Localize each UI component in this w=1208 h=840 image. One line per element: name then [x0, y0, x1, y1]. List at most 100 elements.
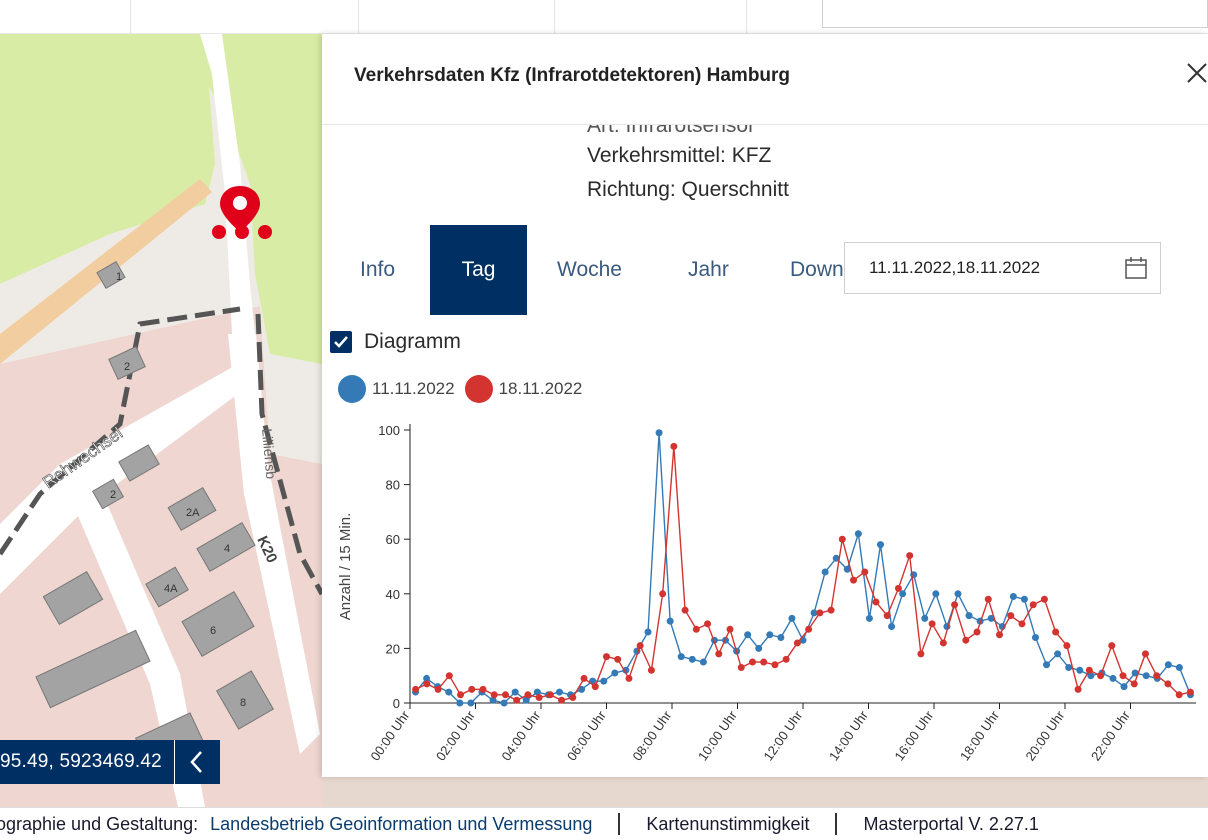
- diagram-toggle[interactable]: Diagramm: [330, 330, 461, 354]
- series-2-point: [457, 691, 465, 699]
- series-2-point: [715, 650, 723, 658]
- series-2-point: [906, 552, 914, 560]
- series-2-point: [434, 685, 442, 693]
- series-1-segment: [913, 574, 926, 619]
- traffic-chart: 0 20 40 60 80 100 Anzahl / 15 Min. 00:00 Uhr 02:…: [337, 423, 1196, 764]
- house-number: 6: [210, 625, 216, 637]
- series-2-point: [659, 590, 667, 598]
- series-1-point: [766, 631, 774, 639]
- legend-dot-series-1: [338, 375, 366, 403]
- series-2-point: [726, 625, 734, 633]
- series-2-segment: [673, 446, 686, 611]
- y-tick-label: 20: [386, 641, 400, 656]
- tab-download[interactable]: Down: [790, 258, 844, 281]
- series-2-segment: [1133, 653, 1147, 685]
- footer: ographie und Gestaltung: Landesbetrieb G…: [0, 807, 1208, 840]
- series-1-point: [755, 644, 763, 652]
- series-2-segment: [886, 588, 900, 616]
- x-tick-label: 08:00 Uhr: [629, 708, 674, 764]
- x-tick-label: 04:00 Uhr: [498, 708, 543, 764]
- series-2-point: [928, 620, 936, 628]
- series-1-point: [888, 623, 896, 631]
- series-2-point: [1153, 672, 1161, 680]
- series-2-segment: [908, 555, 922, 654]
- series-2-point: [1040, 595, 1048, 603]
- series-2-segment: [594, 656, 608, 687]
- x-tick-label: 06:00 Uhr: [564, 708, 609, 764]
- calendar-icon[interactable]: [1124, 256, 1148, 280]
- series-2-point: [423, 680, 431, 688]
- house-number: 1: [116, 271, 122, 283]
- series-1-point: [677, 653, 685, 661]
- series-1-point: [423, 674, 431, 682]
- legend-item-series-1[interactable]: 11.11.2022: [338, 375, 455, 403]
- series-1-point: [522, 696, 530, 704]
- series-2-point: [748, 658, 756, 666]
- series-1-point: [1043, 661, 1051, 669]
- tab-tag[interactable]: Tag: [430, 225, 527, 315]
- series-2-point: [827, 606, 835, 614]
- legend-item-series-2[interactable]: 18.11.2022: [464, 375, 582, 403]
- house-number: 2: [124, 361, 130, 373]
- series-1-segment: [879, 544, 893, 627]
- series-1-point: [788, 614, 796, 622]
- tab-woche[interactable]: Woche: [557, 258, 622, 281]
- series-1-point: [899, 590, 907, 598]
- footer-link-lgv[interactable]: Landesbetrieb Geoinformation und Vermess…: [210, 813, 593, 834]
- series-2-segment: [628, 645, 641, 679]
- map-view[interactable]: Rehwechsel K20 Lilliensb 1 2 2 2A 4 4A 6…: [0, 34, 322, 807]
- series-2-point: [861, 568, 869, 576]
- series-2-point: [1063, 642, 1071, 650]
- series-1-point: [954, 590, 962, 598]
- date-range-input[interactable]: 11.11.2022,18.11.2022: [844, 242, 1161, 294]
- series-1-segment: [868, 544, 882, 619]
- collapse-coordinates-button[interactable]: [173, 740, 220, 784]
- series-2-segment: [650, 593, 664, 671]
- close-button[interactable]: [1184, 60, 1208, 84]
- chevron-left-icon: [190, 751, 203, 773]
- tab-jahr[interactable]: Jahr: [688, 258, 729, 281]
- series-2-point: [760, 658, 768, 666]
- series-1-point: [467, 699, 475, 707]
- series-2-point: [513, 696, 521, 704]
- toolbar-separator: [746, 0, 747, 34]
- series-2-point: [1085, 666, 1093, 674]
- toolbar-separator: [554, 0, 555, 34]
- series-2-point: [996, 631, 1003, 639]
- series-1-point: [1065, 664, 1073, 672]
- series-1-point: [445, 688, 453, 696]
- toolbar-separator: [358, 0, 359, 34]
- series-1-point: [1131, 669, 1139, 677]
- x-tick-label: 22:00 Uhr: [1088, 708, 1133, 764]
- top-toolbar: [0, 0, 1208, 34]
- series-2-segment: [718, 628, 731, 655]
- toolbar-search-box[interactable]: [822, 0, 1208, 28]
- series-1-point: [622, 666, 630, 674]
- series-1-point: [965, 612, 973, 620]
- footer-label: ographie und Gestaltung:: [0, 813, 199, 834]
- map-canvas[interactable]: Rehwechsel K20 Lilliensb 1 2 2 2A 4 4A 6…: [0, 34, 322, 807]
- series-2-point: [1018, 620, 1026, 628]
- footer-link-map-issues[interactable]: Kartenunstimmigkeit: [646, 813, 810, 834]
- series-2-point: [951, 601, 959, 609]
- series-2-segment: [976, 599, 989, 633]
- series-2-segment: [897, 555, 911, 589]
- series-2-point: [973, 628, 981, 636]
- map-marker-icon[interactable]: [212, 186, 272, 239]
- series-1-point: [578, 685, 586, 693]
- chart-legend: 11.11.2022 18.11.2022: [338, 375, 592, 403]
- y-tick-label: 40: [386, 587, 400, 602]
- series-2-segment: [931, 623, 944, 644]
- tab-info[interactable]: Info: [360, 258, 396, 281]
- diagram-checkbox[interactable]: [330, 331, 352, 353]
- checkmark-icon: [334, 336, 348, 348]
- series-2-point: [1074, 685, 1082, 693]
- series-1-point: [1142, 672, 1150, 680]
- series-2-point: [984, 595, 992, 603]
- house-number: 4: [224, 543, 230, 555]
- footer-separator: [618, 813, 621, 835]
- series-2-point: [793, 639, 801, 647]
- series-1-point: [1175, 664, 1183, 672]
- series-2-point: [737, 664, 745, 672]
- series-1-point: [666, 617, 674, 625]
